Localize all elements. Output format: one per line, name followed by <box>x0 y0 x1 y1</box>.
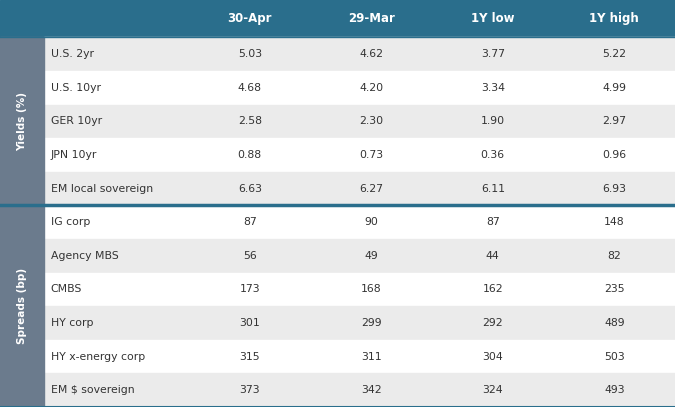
Text: 1.90: 1.90 <box>481 116 505 127</box>
Text: 1Y low: 1Y low <box>471 12 514 25</box>
Text: 311: 311 <box>361 352 381 361</box>
Bar <box>44 37 675 71</box>
Text: HY x-energy corp: HY x-energy corp <box>51 352 145 361</box>
Text: 90: 90 <box>364 217 378 227</box>
Text: 49: 49 <box>364 251 378 261</box>
Text: 0.88: 0.88 <box>238 150 262 160</box>
Text: 1Y high: 1Y high <box>589 12 639 25</box>
Text: 0.36: 0.36 <box>481 150 505 160</box>
Bar <box>44 273 675 306</box>
Text: 292: 292 <box>483 318 503 328</box>
Text: 168: 168 <box>361 284 381 294</box>
Text: 324: 324 <box>483 385 503 395</box>
Bar <box>44 138 675 172</box>
Text: 4.62: 4.62 <box>359 49 383 59</box>
Bar <box>44 306 675 340</box>
Text: 6.93: 6.93 <box>602 184 626 194</box>
Text: 0.73: 0.73 <box>359 150 383 160</box>
Text: 3.77: 3.77 <box>481 49 505 59</box>
Bar <box>44 373 675 407</box>
Text: 87: 87 <box>486 217 500 227</box>
Text: 304: 304 <box>483 352 503 361</box>
Text: 6.27: 6.27 <box>359 184 383 194</box>
Text: U.S. 2yr: U.S. 2yr <box>51 49 94 59</box>
Text: CMBS: CMBS <box>51 284 82 294</box>
Text: 6.11: 6.11 <box>481 184 505 194</box>
Bar <box>0 37 44 206</box>
Text: 301: 301 <box>240 318 260 328</box>
Text: 235: 235 <box>604 284 624 294</box>
Text: 30-Apr: 30-Apr <box>227 12 272 25</box>
Text: HY corp: HY corp <box>51 318 93 328</box>
Text: 44: 44 <box>486 251 500 261</box>
Bar <box>0 206 44 407</box>
Text: 56: 56 <box>243 251 256 261</box>
Bar <box>0 0 675 37</box>
Text: 6.63: 6.63 <box>238 184 262 194</box>
Text: 4.20: 4.20 <box>359 83 383 93</box>
Bar <box>44 105 675 138</box>
Text: 87: 87 <box>243 217 256 227</box>
Text: 4.99: 4.99 <box>602 83 626 93</box>
Text: 173: 173 <box>240 284 260 294</box>
Text: 2.30: 2.30 <box>359 116 383 127</box>
Text: GER 10yr: GER 10yr <box>51 116 102 127</box>
Text: 315: 315 <box>240 352 260 361</box>
Bar <box>44 340 675 373</box>
Text: 148: 148 <box>604 217 624 227</box>
Text: 162: 162 <box>483 284 503 294</box>
Text: 503: 503 <box>604 352 624 361</box>
Text: 29-Mar: 29-Mar <box>348 12 395 25</box>
Text: IG corp: IG corp <box>51 217 90 227</box>
Text: Yields (%): Yields (%) <box>17 92 27 151</box>
Text: 489: 489 <box>604 318 624 328</box>
Bar <box>44 71 675 105</box>
Bar <box>44 172 675 206</box>
Text: 82: 82 <box>608 251 621 261</box>
Text: 2.97: 2.97 <box>602 116 626 127</box>
Text: 0.96: 0.96 <box>602 150 626 160</box>
Text: 4.68: 4.68 <box>238 83 262 93</box>
Text: JPN 10yr: JPN 10yr <box>51 150 97 160</box>
Text: 5.03: 5.03 <box>238 49 262 59</box>
Text: 373: 373 <box>240 385 260 395</box>
Text: U.S. 10yr: U.S. 10yr <box>51 83 101 93</box>
Text: Agency MBS: Agency MBS <box>51 251 118 261</box>
Text: 2.58: 2.58 <box>238 116 262 127</box>
Text: 5.22: 5.22 <box>602 49 626 59</box>
Text: 299: 299 <box>361 318 381 328</box>
Bar <box>44 239 675 273</box>
Bar <box>44 206 675 239</box>
Text: Spreads (bp): Spreads (bp) <box>17 268 27 344</box>
Text: 342: 342 <box>361 385 381 395</box>
Text: EM $ sovereign: EM $ sovereign <box>51 385 134 395</box>
Text: EM local sovereign: EM local sovereign <box>51 184 153 194</box>
Text: 3.34: 3.34 <box>481 83 505 93</box>
Text: 493: 493 <box>604 385 624 395</box>
